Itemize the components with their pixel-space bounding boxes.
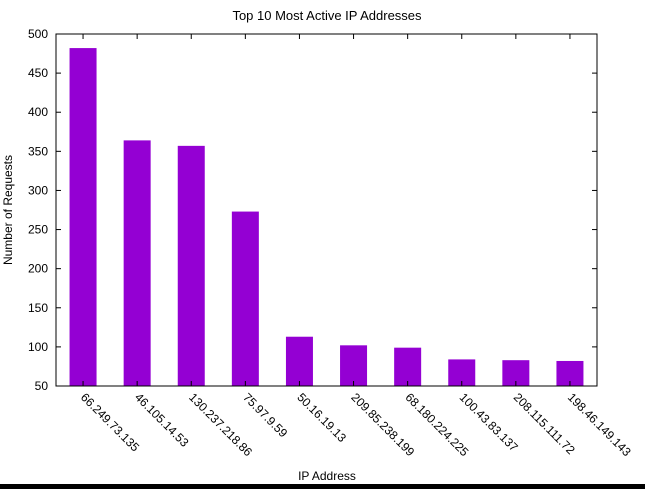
y-tick-label: 350 (28, 144, 48, 158)
bars-layer (69, 48, 584, 386)
y-tick-label: 450 (28, 66, 48, 80)
bar-3 (177, 145, 205, 386)
bar-1 (69, 48, 97, 386)
bar-4 (231, 211, 259, 386)
bottom-rule (0, 484, 645, 489)
bar-2 (123, 140, 151, 386)
x-tick-label: 46.105.14.53 (132, 390, 192, 450)
y-tick-label: 50 (35, 379, 49, 393)
plot-frame (55, 33, 598, 387)
y-tick-label: 150 (28, 301, 48, 315)
x-tick-label: 50.16.19.13 (294, 390, 349, 445)
y-axis-label: Number of Requests (1, 155, 15, 265)
x-tick-label: 75.97.9.59 (240, 390, 290, 440)
y-tick-label: 500 (28, 27, 48, 41)
bar-5 (285, 336, 313, 386)
bar-7 (394, 347, 422, 386)
y-tick-label: 400 (28, 105, 48, 119)
x-axis-label: IP Address (298, 469, 356, 483)
axes-layer: 5010015020025030035040045050066.249.73.1… (28, 27, 634, 459)
y-tick-label: 200 (28, 262, 48, 276)
y-tick-label: 250 (28, 223, 48, 237)
bar-6 (340, 345, 368, 386)
chart-title: Top 10 Most Active IP Addresses (232, 8, 422, 23)
y-tick-label: 100 (28, 340, 48, 354)
y-tick-label: 300 (28, 183, 48, 197)
